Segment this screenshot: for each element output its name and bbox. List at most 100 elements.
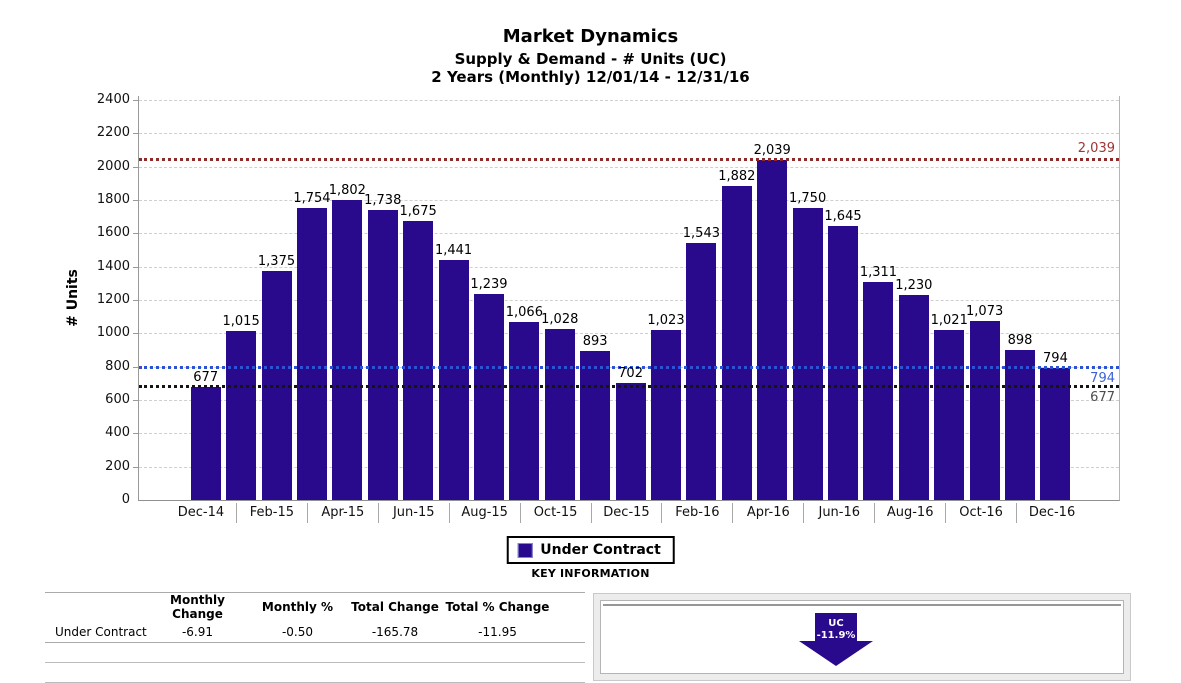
bar-value-label: 1,239 bbox=[470, 276, 508, 292]
y-tick bbox=[133, 466, 139, 468]
bar-dec-16 bbox=[1040, 367, 1071, 500]
x-axis-label-jun-15: Jun-15 bbox=[377, 503, 449, 523]
bar-dec-14 bbox=[190, 387, 221, 500]
bar-slot-apr-15: 1,802 bbox=[328, 96, 366, 500]
bar-slot-jan-15: 1,015 bbox=[223, 96, 260, 500]
uc-down-arrow-icon: UC -11.9% bbox=[799, 613, 873, 667]
x-axis-label-feb-16: Feb-16 bbox=[661, 503, 732, 523]
col-monthly-pct: Monthly % bbox=[245, 592, 350, 621]
y-tick-label: 2000 bbox=[96, 158, 130, 174]
y-tick bbox=[133, 166, 139, 168]
bar-slot-aug-15: 1,239 bbox=[470, 96, 508, 500]
bars-container: 677 1,015 1,375 1,754 1,802 1,738 1,675 1,441 1,… bbox=[188, 96, 1073, 500]
monthly-change-value: -6.91 bbox=[150, 621, 245, 643]
bar-aug-16 bbox=[898, 295, 929, 500]
bar-slot-jan-16: 1,023 bbox=[647, 96, 685, 500]
y-tick-label: 600 bbox=[105, 392, 130, 407]
bar-slot-apr-16: 2,039 bbox=[754, 96, 791, 500]
bar-slot-aug-16: 1,230 bbox=[895, 96, 932, 500]
page-title: Market Dynamics bbox=[502, 26, 679, 47]
bar-slot-feb-16: 1,543 bbox=[682, 96, 720, 500]
bar-value-label: 1,645 bbox=[824, 208, 862, 224]
bar-may-16 bbox=[792, 208, 823, 500]
bar-sep-16 bbox=[934, 329, 965, 500]
bar-value-label: 1,066 bbox=[505, 305, 543, 321]
y-tick-label: 1600 bbox=[96, 225, 130, 241]
bar-value-label: 1,802 bbox=[328, 182, 366, 198]
bar-jun-15 bbox=[403, 220, 434, 500]
bar-jan-15 bbox=[226, 330, 257, 500]
bar-slot-may-15: 1,738 bbox=[364, 96, 401, 500]
indicator-panel-inner: UC -11.9% bbox=[600, 600, 1124, 674]
bar-mar-16 bbox=[721, 186, 752, 500]
indicator-label: UC bbox=[828, 618, 844, 629]
y-tick bbox=[133, 400, 139, 401]
x-axis-label-oct-15: Oct-15 bbox=[519, 503, 591, 523]
y-tick-label: 2400 bbox=[96, 92, 130, 107]
bar-slot-dec-16: 794 bbox=[1038, 96, 1073, 500]
y-tick bbox=[133, 200, 139, 201]
reference-line-max bbox=[139, 158, 1119, 162]
bar-jan-16 bbox=[650, 329, 681, 500]
bar-aug-15 bbox=[473, 293, 504, 500]
key-information-table: Monthly Change Monthly % Total Change To… bbox=[45, 592, 585, 683]
bar-value-label: 1,754 bbox=[293, 190, 331, 206]
gridline bbox=[139, 133, 1119, 135]
table-row: Under Contract -6.91 -0.50 -165.78 -11.9… bbox=[45, 621, 585, 643]
bar-value-label: 1,311 bbox=[859, 264, 898, 280]
indicator-value: -11.9% bbox=[816, 630, 856, 641]
bar-sep-15 bbox=[509, 322, 540, 500]
chart-subtitle: Supply & Demand - # Units (UC) bbox=[454, 50, 727, 68]
y-tick-label: 1800 bbox=[96, 192, 130, 207]
bar-slot-nov-16: 898 bbox=[1002, 96, 1037, 500]
bar-slot-jul-15: 1,441 bbox=[434, 96, 473, 500]
y-tick-label: 2200 bbox=[96, 125, 130, 141]
bar-slot-jun-15: 1,675 bbox=[400, 96, 437, 500]
bar-nov-15 bbox=[580, 351, 611, 500]
bar-value-label: 1,882 bbox=[718, 169, 756, 185]
y-tick-label: 800 bbox=[105, 358, 130, 374]
legend-swatch-icon bbox=[517, 542, 533, 558]
x-axis-label-apr-15: Apr-15 bbox=[306, 503, 378, 523]
reference-label-start: 677 bbox=[1090, 390, 1115, 406]
bar-value-label: 1,023 bbox=[647, 312, 685, 328]
bar-value-label: 1,375 bbox=[257, 253, 296, 269]
reference-line-start bbox=[139, 385, 1119, 389]
gridline bbox=[139, 233, 1119, 235]
bar-value-label: 1,441 bbox=[434, 242, 473, 258]
bar-apr-15 bbox=[332, 199, 363, 500]
x-axis-label-jun-16: Jun-16 bbox=[803, 503, 874, 523]
bar-oct-16 bbox=[969, 321, 1000, 500]
y-tick-label: 1400 bbox=[96, 258, 130, 274]
x-axis-label-aug-15: Aug-15 bbox=[448, 503, 520, 523]
gridline bbox=[139, 333, 1119, 335]
x-axis-label-dec-14: Dec-14 bbox=[177, 505, 225, 520]
bar-slot-nov-15: 893 bbox=[577, 96, 612, 500]
bar-slot-mar-16: 1,882 bbox=[718, 96, 756, 500]
bar-value-label: 1,750 bbox=[789, 191, 827, 207]
bar-feb-16 bbox=[686, 242, 717, 500]
y-tick-label: 200 bbox=[105, 458, 130, 474]
col-total-pct-change: Total % Change bbox=[440, 592, 555, 621]
gridline bbox=[139, 100, 1119, 101]
bar-value-label: 1,543 bbox=[682, 225, 720, 241]
bar-slot-may-16: 1,750 bbox=[789, 96, 827, 500]
x-axis: Dec-14 Feb-15 Apr-15 Jun-15 Aug-15 Oct-15 Dec-… bbox=[166, 503, 1087, 523]
bar-may-15 bbox=[367, 210, 398, 500]
total-pct-change-value: -11.95 bbox=[440, 621, 555, 643]
bar-slot-jul-16: 1,311 bbox=[859, 96, 898, 500]
bar-value-label: 1,028 bbox=[541, 311, 579, 327]
gridline bbox=[139, 300, 1119, 301]
y-tick bbox=[133, 333, 139, 335]
y-tick-label: 0 bbox=[121, 492, 130, 507]
bar-jul-15 bbox=[438, 259, 469, 500]
table-header-row: Monthly Change Monthly % Total Change To… bbox=[45, 592, 585, 621]
chart-date-range: 2 Years (Monthly) 12/01/14 - 12/31/16 bbox=[431, 68, 750, 86]
bar-slot-dec-14: 677 bbox=[188, 96, 223, 500]
bar-apr-16 bbox=[757, 160, 788, 500]
x-axis-label-oct-16: Oct-16 bbox=[945, 503, 1016, 523]
y-tick-label: 400 bbox=[105, 425, 130, 441]
bar-value-label: 677 bbox=[193, 370, 219, 386]
col-total-change: Total Change bbox=[350, 592, 440, 621]
